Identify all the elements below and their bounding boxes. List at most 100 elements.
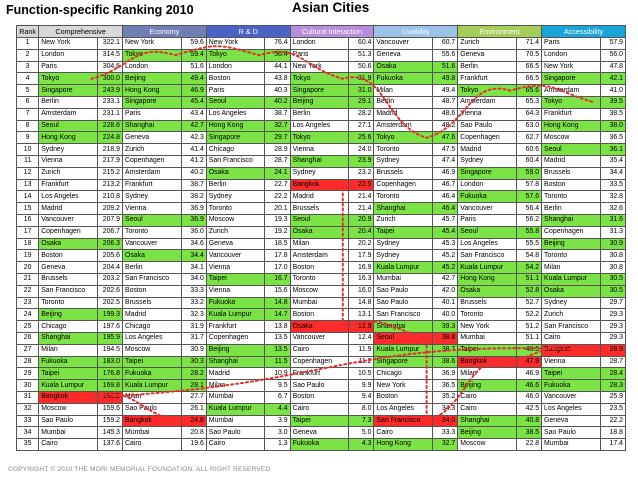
economy-score-cell: 30.3	[180, 355, 207, 369]
livability-city-cell: Singapore	[373, 355, 433, 369]
environment-score-cell: 51.1	[515, 331, 543, 345]
cultural-city-cell: Frankfurt	[289, 367, 350, 381]
rank-cell: 30	[15, 379, 40, 392]
rnd-score-cell: 44.1	[264, 60, 291, 74]
cultural-city-cell: Sydney	[289, 166, 350, 180]
rnd-score-cell: 20.1	[264, 202, 291, 215]
rnd-score-cell: 1.3	[264, 438, 291, 451]
table-row: 24 Beijing 199.3 Madrid 32.3 Kuala Lumpur 14.7…	[15, 308, 627, 322]
cultural-city-cell: Mumbai	[289, 296, 350, 310]
livability-city-cell: Copenhagen	[373, 178, 433, 192]
livability-city-cell: Chicago	[373, 367, 433, 381]
livability-score-cell: 45.7	[431, 213, 459, 227]
rnd-score-cell: 13.5	[264, 331, 291, 345]
economy-score-cell: 34.0	[180, 272, 207, 286]
accessibility-city-cell: Moscow	[541, 131, 601, 145]
environment-score-cell: 65.6	[515, 84, 543, 97]
economy-city-cell: Chicago	[122, 320, 182, 333]
comprehensive-score-cell: 231.1	[96, 107, 124, 121]
livability-city-cell: Shanghai	[373, 202, 433, 215]
environment-city-cell: Shanghai	[457, 414, 517, 428]
environment-score-cell: 64.3	[515, 107, 543, 121]
comprehensive-score-cell: 183.0	[96, 355, 124, 369]
economy-score-cell: 28.2	[180, 367, 207, 381]
comprehensive-score-cell: 215.2	[96, 166, 124, 180]
comprehensive-score-cell: 145.3	[96, 426, 124, 440]
rank-cell: 22	[15, 284, 40, 298]
accessibility-score-cell: 30.8	[599, 261, 627, 274]
accessibility-city-cell: London	[541, 48, 601, 62]
environment-score-cell: 42.5	[515, 402, 543, 416]
accessibility-score-cell: 28.7	[599, 355, 627, 369]
rank-cell: 2	[15, 48, 40, 62]
economy-city-cell: Fukuoka	[122, 367, 182, 381]
rnd-score-cell: 16.7	[264, 272, 291, 286]
economy-score-cell: 40.2	[180, 166, 207, 180]
comprehensive-city-cell: Bangkok	[38, 390, 98, 404]
livability-city-cell: Madrid	[373, 107, 433, 121]
rnd-score-cell: 6.7	[264, 390, 291, 404]
environment-city-cell: Paris	[457, 213, 517, 227]
rnd-city-cell: Beijing	[205, 343, 266, 357]
rnd-city-cell: Boston	[205, 72, 266, 86]
comprehensive-city-cell: Chicago	[38, 320, 98, 333]
economy-score-cell: 59.6	[180, 37, 207, 50]
table-row: 10 Sydney 218.9 Zurich 41.4 Chicago 28.9 Vienna…	[15, 143, 627, 156]
cultural-city-cell: Cairo	[289, 343, 350, 357]
environment-score-cell: 60.4	[515, 154, 543, 168]
rnd-city-cell: Singapore	[205, 131, 266, 145]
comprehensive-city-cell: Zurich	[38, 166, 98, 180]
accessibility-city-cell: San Francisco	[541, 320, 601, 333]
accessibility-city-cell: Osaka	[541, 284, 601, 298]
environment-city-cell: Moscow	[457, 438, 517, 451]
livability-score-cell: 38.6	[431, 355, 459, 369]
environment-city-cell: Singapore	[457, 166, 517, 180]
rnd-score-cell: 18.5	[264, 237, 291, 251]
accessibility-city-cell: Paris	[541, 37, 601, 50]
comprehensive-score-cell: 314.5	[96, 48, 124, 62]
economy-score-cell: 41.4	[180, 143, 207, 156]
table-row: 14 Los Angeles 210.8 Sydney 38.2 Sydney 22.2 Ma…	[15, 190, 627, 204]
comprehensive-score-cell: 207.9	[96, 213, 124, 227]
accessibility-score-cell: 38.5	[599, 107, 627, 121]
accessibility-city-cell: Frankfurt	[541, 107, 601, 121]
cultural-city-cell: Copenhagen	[289, 355, 350, 369]
comprehensive-city-cell: Moscow	[38, 402, 98, 416]
rnd-city-cell: Frankfurt	[205, 320, 266, 333]
rank-cell: 16	[15, 213, 40, 227]
accessibility-score-cell: 57.9	[599, 37, 627, 50]
accessibility-score-cell: 29.3	[599, 308, 627, 322]
table-row: 31 Bangkok 160.2 Milan 27.7 Mumbai 6.7 Boston 9.…	[15, 390, 627, 404]
environment-city-cell: Frankfurt	[457, 72, 517, 86]
rank-cell: 15	[15, 202, 40, 215]
copyright-notice: COPYRIGHT © 2010 THE MORI MEMORIAL FOUND…	[8, 466, 271, 473]
accessibility-score-cell: 33.5	[599, 178, 627, 192]
rnd-city-cell: Osaka	[205, 166, 266, 180]
comprehensive-city-cell: Milan	[38, 343, 98, 357]
environment-score-cell: 22.8	[515, 438, 543, 451]
economy-city-cell: Los Angeles	[122, 331, 182, 345]
accessibility-score-cell: 22.2	[599, 414, 627, 428]
economy-score-cell: 41.2	[180, 154, 207, 168]
economy-city-cell: Beijing	[122, 72, 182, 86]
livability-city-cell: Sydney	[373, 237, 433, 251]
cultural-city-cell: New York	[289, 60, 350, 74]
rnd-score-cell: 22.7	[264, 178, 291, 192]
environment-score-cell: 57.6	[515, 190, 543, 204]
environment-score-cell: 57.8	[515, 178, 543, 192]
cultural-city-cell: Boston	[289, 261, 350, 274]
accessibility-city-cell: Toronto	[541, 249, 601, 263]
economy-score-cell: 36.9	[180, 213, 207, 227]
livability-city-cell: San Francisco	[373, 414, 433, 428]
comprehensive-city-cell: Boston	[38, 249, 98, 263]
comprehensive-city-cell: Copenhagen	[38, 225, 98, 239]
environment-city-cell: Amsterdam	[457, 95, 517, 109]
livability-score-cell: 45.2	[431, 261, 459, 274]
economy-city-cell: Boston	[122, 284, 182, 298]
economy-score-cell: 36.0	[180, 225, 207, 239]
economy-city-cell: Sydney	[122, 190, 182, 204]
accessibility-city-cell: Hong Kong	[541, 119, 601, 133]
comprehensive-score-cell: 194.5	[96, 343, 124, 357]
economy-score-cell: 59.4	[180, 48, 207, 62]
livability-score-cell: 45.2	[431, 249, 459, 263]
